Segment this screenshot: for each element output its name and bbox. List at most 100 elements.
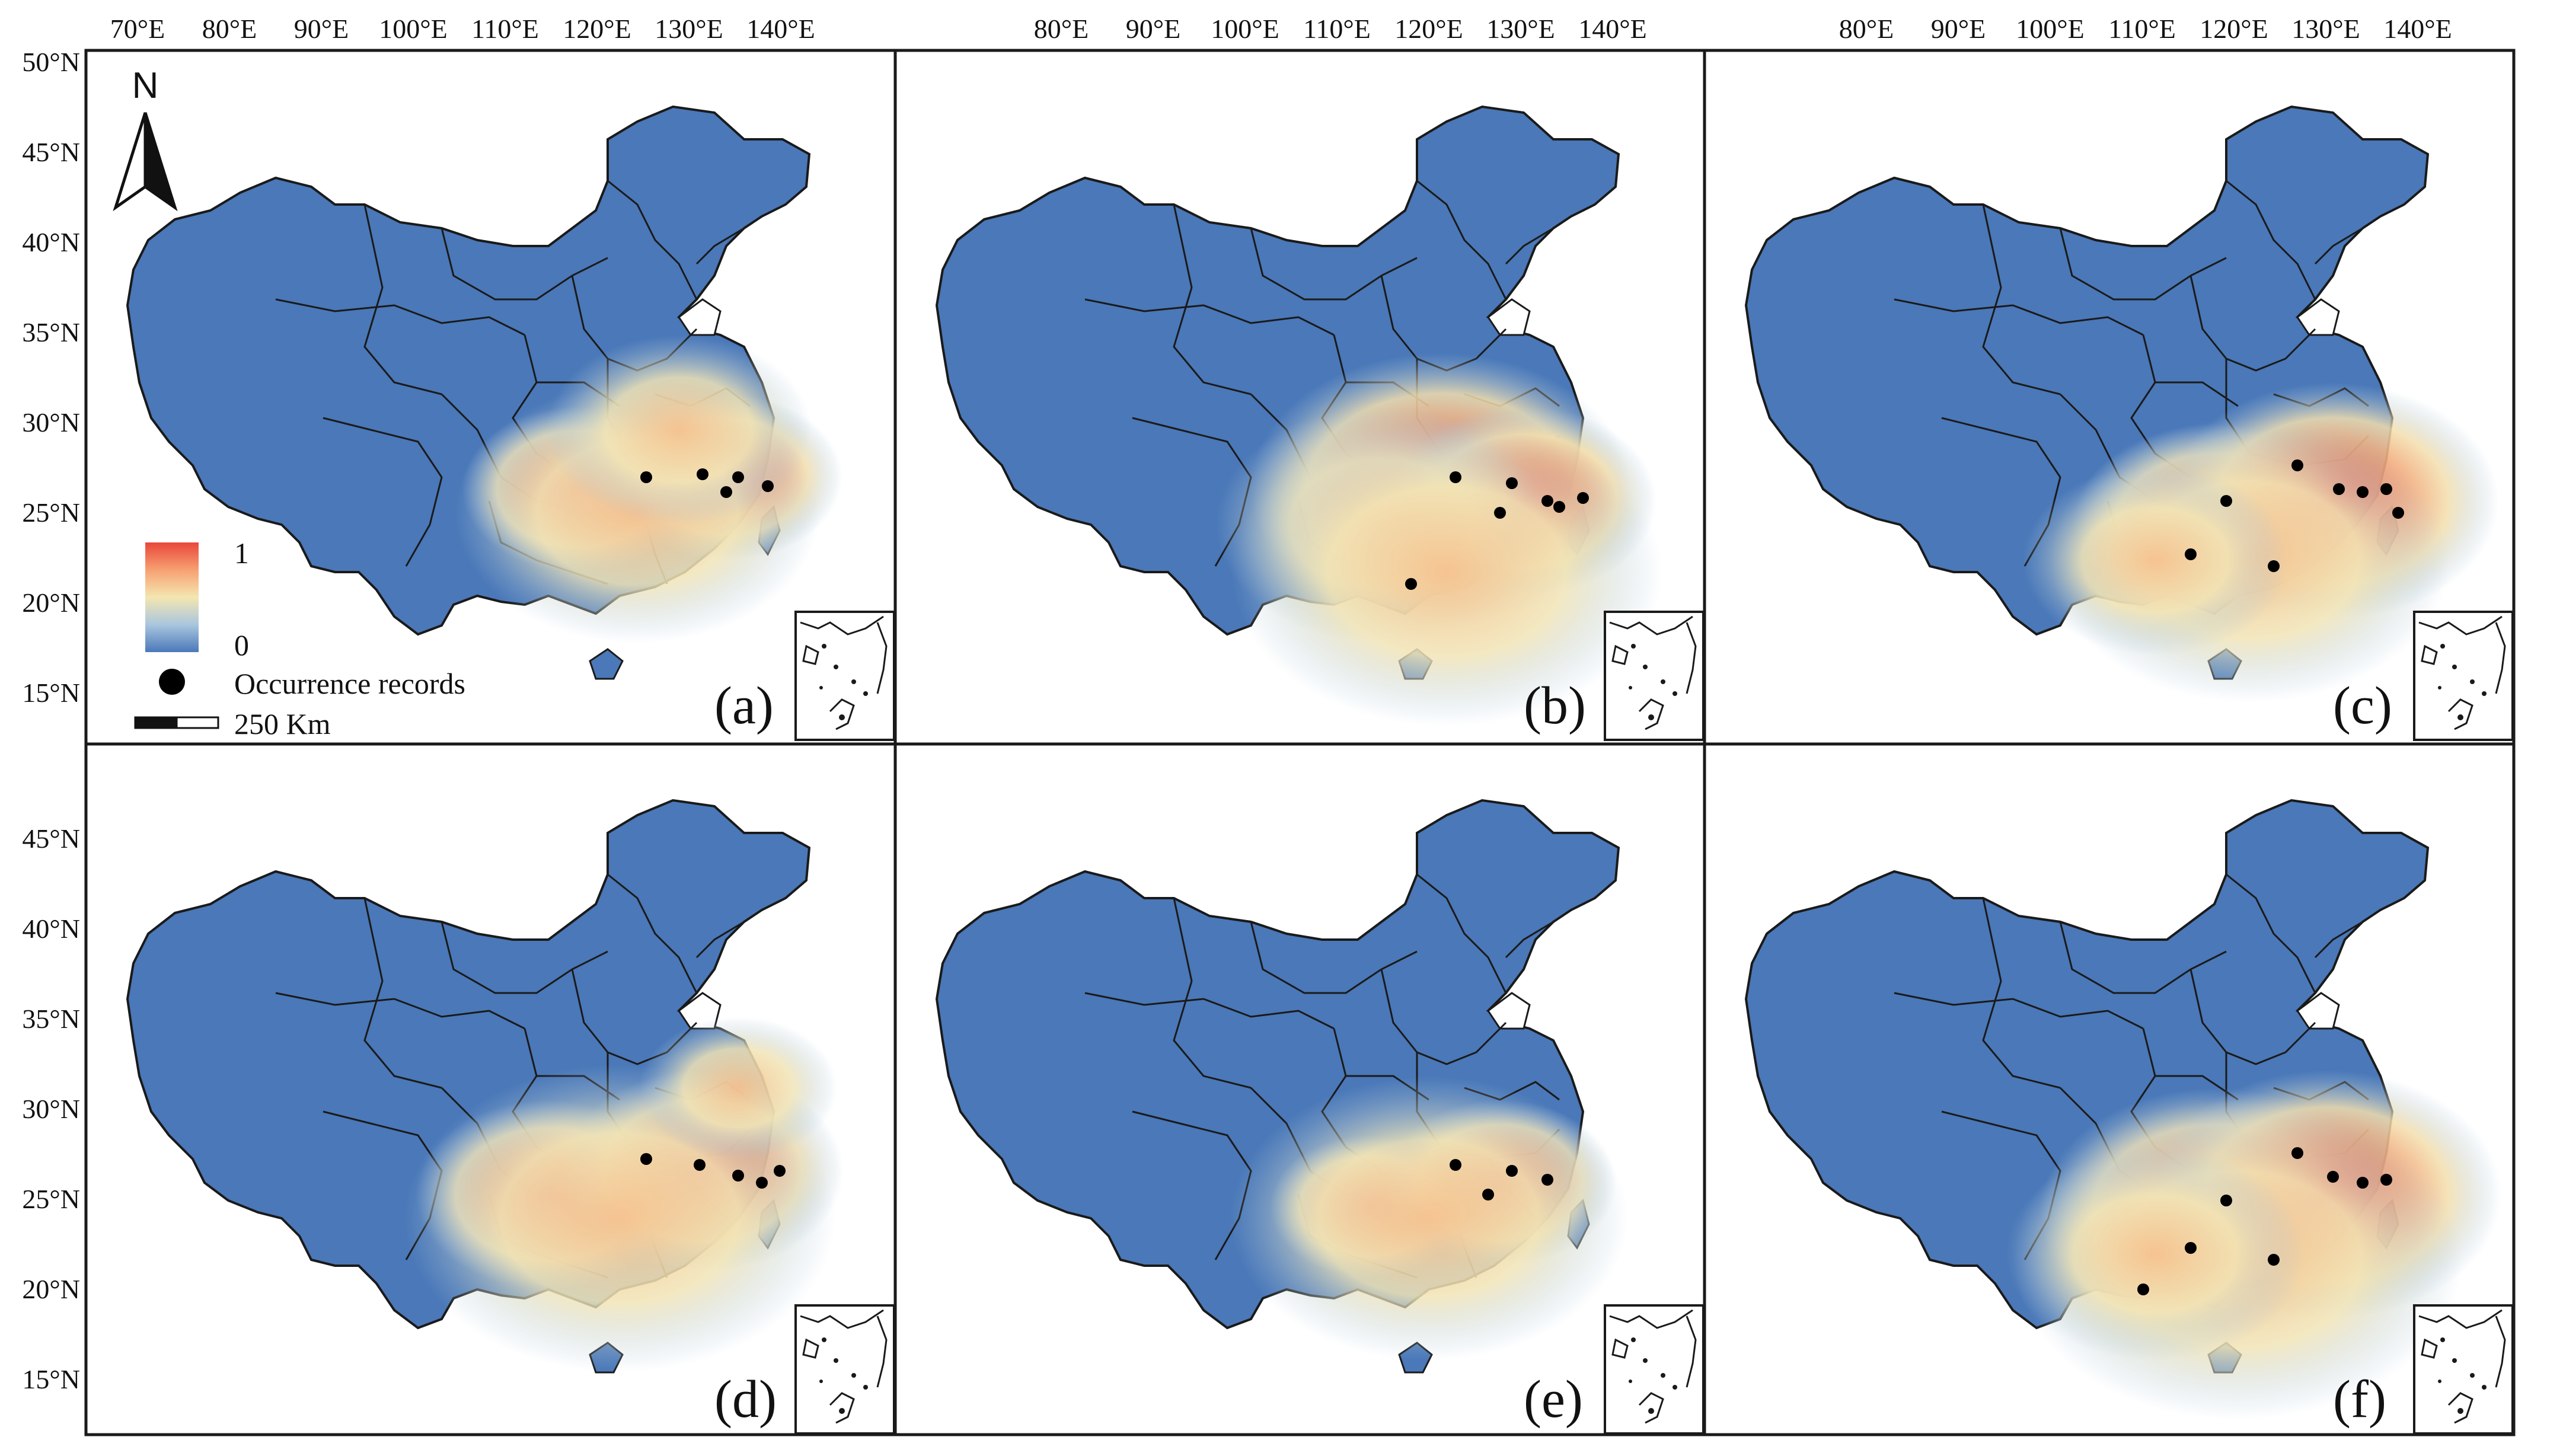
occurrence-point: [2185, 1242, 2197, 1254]
longitude-tick-label: 100°E: [2016, 14, 2085, 44]
latitude-tick-label: 20°N: [22, 587, 80, 618]
map-panel: (f): [1745, 799, 2514, 1435]
longitude-tick-label: 100°E: [379, 14, 448, 44]
occurrence-point: [1482, 1189, 1494, 1200]
latitude-tick-label: 15°N: [22, 678, 80, 708]
north-arrow: N: [113, 65, 178, 212]
occurrence-point: [640, 1153, 652, 1165]
occurrence-point: [694, 1159, 706, 1171]
occurrence-point-icon: [159, 669, 185, 695]
legend-low-label: 0: [234, 628, 249, 662]
suitability-area: [1230, 1076, 1628, 1361]
occurrence-point: [732, 1170, 744, 1182]
occurrence-point: [2220, 1195, 2232, 1206]
occurrence-point: [2392, 507, 2404, 519]
occurrence-point: [2268, 560, 2280, 572]
occurrence-point: [1450, 471, 1461, 483]
latitude-tick-label: 45°N: [22, 137, 80, 167]
occurrence-point: [1506, 477, 1518, 489]
south-china-sea-inset: [1604, 1304, 1705, 1435]
latitude-tick-label: 35°N: [22, 1004, 80, 1034]
occurrence-point: [2357, 1177, 2369, 1189]
longitude-axis-top: 70°E 80°E 90°E 100°E 110°E 120°E 130°E 140°E 80°…: [110, 14, 2452, 44]
longitude-tick-label: 90°E: [294, 14, 349, 44]
panel-label: (e): [1524, 1370, 1583, 1429]
latitude-tick-label: 40°N: [22, 914, 80, 944]
occurrence-point: [2327, 1171, 2339, 1183]
longitude-tick-label: 140°E: [2383, 14, 2452, 44]
legend-records-label: Occurrence records: [234, 667, 465, 700]
longitude-tick-label: 90°E: [1126, 14, 1181, 44]
occurrence-point: [1405, 578, 1417, 590]
occurrence-point: [1506, 1165, 1518, 1177]
map-panel: (b): [936, 106, 1705, 741]
south-china-sea-inset: [2413, 611, 2514, 741]
occurrence-point: [2291, 1147, 2303, 1159]
longitude-tick-label: 120°E: [1394, 14, 1463, 44]
map-panels: (a) (b) (c) (d) (e) (f): [126, 106, 2514, 1435]
latitude-tick-label: 45°N: [22, 823, 80, 854]
occurrence-point: [640, 471, 652, 483]
map-panel: (e): [936, 799, 1705, 1435]
occurrence-point: [762, 480, 774, 492]
occurrence-point: [720, 486, 732, 498]
south-china-sea-inset: [1604, 611, 1705, 741]
occurrence-point: [756, 1177, 768, 1189]
panel-label: (a): [714, 676, 774, 735]
panel-label: (f): [2333, 1370, 2386, 1429]
longitude-tick-label: 110°E: [1303, 14, 1371, 44]
occurrence-point: [2220, 495, 2232, 507]
longitude-tick-label: 110°E: [2108, 14, 2176, 44]
latitude-tick-label: 30°N: [22, 407, 80, 438]
legend: N 1 0 Occurrence records 250 Km: [113, 65, 465, 740]
latitude-tick-label: 35°N: [22, 317, 80, 347]
longitude-tick-label: 80°E: [1034, 14, 1089, 44]
longitude-tick-label: 90°E: [1931, 14, 1986, 44]
suitability-area: [2006, 1147, 2305, 1361]
occurrence-point: [2380, 1174, 2392, 1186]
longitude-tick-label: 120°E: [563, 14, 631, 44]
map-panel: (d): [126, 799, 895, 1435]
north-label: N: [132, 65, 159, 106]
longitude-tick-label: 80°E: [1839, 14, 1894, 44]
suitability-area: [2022, 465, 2288, 655]
longitude-tick-label: 110°E: [471, 14, 539, 44]
suitability-area: [1231, 418, 1662, 726]
occurrence-point: [2333, 483, 2345, 495]
suitability-area: [546, 335, 812, 525]
longitude-tick-label: 130°E: [2291, 14, 2360, 44]
longitude-tick-label: 70°E: [110, 14, 165, 44]
legend-gradient: [145, 542, 199, 652]
scale-label: 250 Km: [234, 707, 331, 740]
legend-high-label: 1: [234, 537, 249, 570]
occurrence-point: [2185, 548, 2197, 560]
longitude-tick-label: 140°E: [1578, 14, 1647, 44]
occurrence-point: [2268, 1254, 2280, 1266]
longitude-tick-label: 80°E: [202, 14, 257, 44]
longitude-tick-label: 130°E: [655, 14, 723, 44]
panel-label: (b): [1524, 676, 1586, 735]
latitude-tick-label: 20°N: [22, 1274, 80, 1304]
latitude-tick-label: 40°N: [22, 227, 80, 257]
occurrence-point: [1541, 1174, 1553, 1186]
occurrence-point: [1450, 1159, 1461, 1171]
scale-bar: [134, 716, 219, 729]
suitability-area: [639, 1017, 838, 1159]
latitude-tick-label: 30°N: [22, 1094, 80, 1124]
occurrence-point: [1494, 507, 1506, 519]
occurrence-point: [2291, 459, 2303, 471]
occurrence-point: [2380, 483, 2392, 495]
occurrence-point: [1541, 495, 1553, 507]
longitude-tick-label: 130°E: [1486, 14, 1555, 44]
latitude-tick-label: 15°N: [22, 1364, 80, 1394]
map-panel: (c): [1745, 106, 2514, 741]
longitude-tick-label: 100°E: [1211, 14, 1279, 44]
latitude-tick-label: 25°N: [22, 1184, 80, 1214]
occurrence-point: [1553, 501, 1565, 513]
panel-label: (d): [714, 1370, 777, 1429]
south-china-sea-inset: [794, 611, 895, 741]
panel-label: (c): [2333, 676, 2392, 735]
longitude-tick-label: 140°E: [746, 14, 815, 44]
latitude-axis-left: 50°N 45°N 40°N 35°N 30°N 25°N 20°N 15°N 45°N 40°N…: [22, 47, 80, 1394]
occurrence-point: [732, 471, 744, 483]
